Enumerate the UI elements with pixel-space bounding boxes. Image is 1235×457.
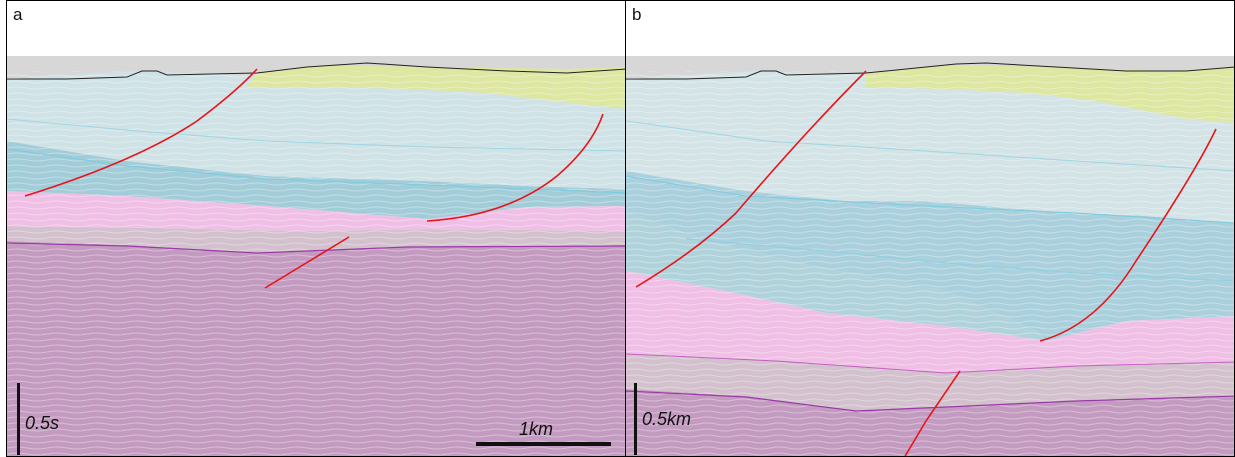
fault-line: [426, 113, 604, 222]
vertical-scale-label: 0.5s: [25, 413, 60, 433]
horizon-cyan: [685, 238, 1234, 282]
horizon-cyan: [626, 175, 1234, 224]
horizon-purple: [7, 242, 625, 254]
horizon-cyan: [626, 120, 1234, 172]
fault-line: [264, 236, 350, 289]
fault-line: [904, 370, 961, 456]
vertical-scale-bar: [17, 383, 20, 455]
vertical-scale-bar: [634, 383, 637, 455]
panel-a: a 0.5s 1km: [6, 0, 626, 457]
panel-b: b 0.5km: [625, 0, 1235, 457]
panel-b-section: [626, 56, 1234, 456]
topography-line: [7, 62, 625, 80]
horizontal-scale-label: 1km: [519, 419, 554, 439]
panel-a-section: [7, 56, 625, 456]
fault-line: [24, 68, 258, 197]
topography-line: [626, 62, 1234, 80]
fault-line: [635, 70, 867, 288]
fault-line: [1039, 128, 1217, 342]
panel-letter: b: [632, 5, 642, 24]
horizontal-scale-bar: [476, 442, 611, 446]
horizon-purple: [626, 353, 1234, 374]
panel-letter: a: [13, 5, 23, 24]
horizon-cyan: [7, 118, 625, 152]
seismic-texture: [7, 71, 625, 456]
horizon-cyan: [7, 148, 625, 194]
horizon-purple: [626, 390, 1234, 412]
vertical-scale-label: 0.5km: [642, 409, 692, 429]
